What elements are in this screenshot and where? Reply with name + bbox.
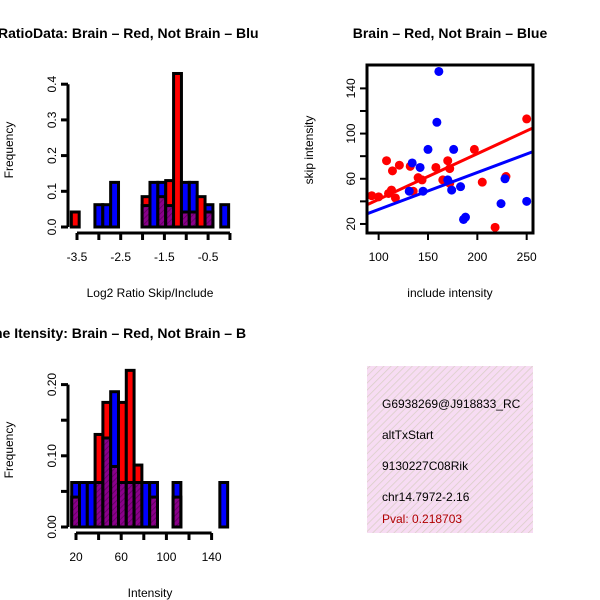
blue-point bbox=[434, 66, 444, 76]
blue-point bbox=[456, 182, 466, 192]
red-point bbox=[443, 156, 453, 166]
x-tick-label: 200 bbox=[467, 250, 487, 264]
red-regression-line bbox=[366, 126, 534, 207]
ratio-histogram: RatioData: Brain – Red, Not Brain – Blu … bbox=[0, 25, 259, 300]
blue-point bbox=[449, 144, 459, 154]
red-point bbox=[394, 160, 404, 170]
red-point bbox=[490, 222, 500, 232]
blue-regression-line bbox=[366, 150, 534, 216]
y-tick-label: 60 bbox=[344, 172, 358, 186]
blue-point bbox=[460, 212, 470, 222]
y-axis-label: Frequency bbox=[2, 422, 16, 479]
gene-name: 9130227C08Rik bbox=[382, 459, 469, 473]
event-id: G6938269@J918833_RC bbox=[382, 397, 521, 411]
info-box bbox=[367, 366, 533, 533]
y-tick-label: 20 bbox=[344, 217, 358, 231]
chart-title: ne Itensity: Brain – Red, Not Brain – B bbox=[0, 325, 246, 341]
x-axis-label: Log2 Ratio Skip/Include bbox=[87, 286, 214, 300]
histogram-bar bbox=[172, 71, 183, 229]
y-tick-label: 100 bbox=[344, 123, 358, 143]
histogram-overlap-bar bbox=[171, 495, 183, 529]
y-tick-label: 0.20 bbox=[45, 373, 59, 397]
y-tick-label: 0.1 bbox=[45, 183, 59, 200]
pval: Pval: 0.218703 bbox=[382, 512, 462, 526]
red-point bbox=[469, 144, 479, 154]
y-axis-label: skip intensity bbox=[302, 116, 316, 185]
x-tick-label: -3.5 bbox=[67, 250, 88, 264]
plot-frame bbox=[365, 63, 535, 235]
histogram-overlap-bar bbox=[203, 210, 215, 229]
blue-point bbox=[415, 162, 425, 172]
blue-point bbox=[432, 117, 442, 127]
blue-point bbox=[500, 174, 510, 184]
histogram-bar bbox=[219, 203, 231, 229]
x-axis-label: Intensity bbox=[128, 586, 173, 600]
x-tick-label: 100 bbox=[369, 250, 389, 264]
x-tick-label: 20 bbox=[69, 550, 83, 564]
chart-title: Brain – Red, Not Brain – Blue bbox=[353, 25, 548, 41]
x-tick-label: 100 bbox=[156, 550, 176, 564]
blue-point bbox=[407, 158, 417, 168]
y-tick-label: 140 bbox=[344, 78, 358, 98]
info-panel: G6938269@J918833_RC altTxStart 9130227C0… bbox=[367, 366, 533, 533]
x-tick-label: 140 bbox=[202, 550, 222, 564]
red-point bbox=[522, 114, 532, 124]
red-point bbox=[382, 156, 392, 166]
y-tick-label: 0.00 bbox=[45, 515, 59, 539]
red-point bbox=[390, 193, 400, 203]
histogram-bar bbox=[69, 210, 81, 229]
intensity-histogram: ne Itensity: Brain – Red, Not Brain – B … bbox=[0, 325, 246, 600]
x-tick-label: -1.5 bbox=[154, 250, 175, 264]
x-tick-label: 60 bbox=[115, 550, 129, 564]
y-tick-label: 0.3 bbox=[45, 111, 59, 128]
event-type: altTxStart bbox=[382, 428, 434, 442]
red-point bbox=[477, 177, 487, 187]
histogram-bar bbox=[218, 481, 230, 529]
location: chr14.7972-2.16 bbox=[382, 490, 470, 504]
histogram-bar bbox=[109, 180, 121, 229]
red-point bbox=[431, 162, 441, 172]
blue-point bbox=[423, 144, 433, 154]
x-tick-label: -0.5 bbox=[198, 250, 219, 264]
blue-point bbox=[522, 196, 532, 206]
x-tick-label: -2.5 bbox=[110, 250, 131, 264]
x-tick-label: 250 bbox=[517, 250, 537, 264]
blue-point bbox=[496, 199, 506, 209]
y-tick-label: 0.0 bbox=[45, 218, 59, 235]
y-axis-label: Frequency bbox=[2, 122, 16, 179]
chart-title: RatioData: Brain – Red, Not Brain – Blu bbox=[0, 25, 259, 41]
y-tick-label: 0.2 bbox=[45, 147, 59, 164]
y-tick-label: 0.4 bbox=[45, 76, 59, 93]
red-point bbox=[367, 191, 377, 201]
intensity-scatter: Brain – Red, Not Brain – Blue include in… bbox=[302, 25, 547, 300]
x-tick-label: 150 bbox=[418, 250, 438, 264]
blue-point bbox=[447, 185, 457, 195]
blue-point bbox=[404, 186, 414, 196]
histogram-overlap-bar bbox=[148, 495, 159, 529]
x-axis-label: include intensity bbox=[407, 286, 492, 300]
red-point bbox=[387, 166, 397, 176]
y-tick-label: 0.10 bbox=[45, 444, 59, 468]
